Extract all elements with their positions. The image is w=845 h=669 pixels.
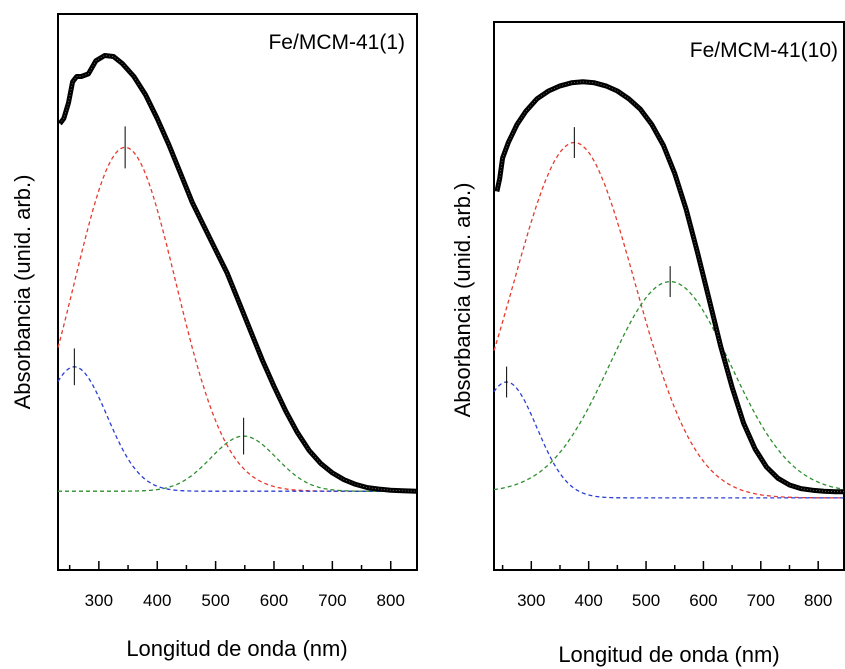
x-axis-label: Longitud de onda (nm) [558, 642, 779, 667]
panel-fe-mcm41-1: 300 400 500 600 700 800 Fe/MCM-41(1) Longitud… [10, 13, 418, 661]
x-tick-label: 600 [260, 591, 288, 610]
panel-fe-mcm41-10: 300 400 500 600 700 800 Fe/MCM-41(10) Longitu… [450, 21, 845, 667]
x-tick-label: 800 [377, 591, 405, 610]
x-tick-label: 300 [85, 591, 113, 610]
y-axis-label: Absorbancia (unid. arb.) [450, 183, 475, 418]
experimental-spectrum-texture [496, 81, 844, 493]
x-axis-ticks: 300 400 500 600 700 800 [68, 561, 405, 610]
experimental-spectrum [57, 53, 418, 494]
x-tick-label: 500 [201, 591, 229, 610]
component-curve [58, 435, 417, 492]
plot-marks [493, 79, 844, 499]
x-tick-label: 700 [318, 591, 346, 610]
plot-frame [57, 13, 418, 571]
x-tick-label: 400 [143, 591, 171, 610]
component-curve [57, 146, 417, 492]
plot-frame [493, 21, 845, 571]
component-curve [493, 280, 844, 491]
component-curve [57, 366, 417, 492]
experimental-spectrum-texture [59, 55, 418, 492]
x-tick-label: 300 [517, 591, 545, 610]
panel-title: Fe/MCM-41(1) [268, 31, 405, 54]
x-tick-label: 700 [747, 591, 775, 610]
component-curve [493, 141, 844, 499]
x-tick-label: 800 [804, 591, 832, 610]
x-axis-label: Longitud de onda (nm) [126, 636, 347, 661]
x-tick-label: 600 [689, 591, 717, 610]
x-tick-label: 400 [574, 591, 602, 610]
y-axis-label: Absorbancia (unid. arb.) [10, 175, 35, 410]
x-axis-ticks: 300 400 500 600 700 800 [501, 561, 832, 610]
x-tick-label: 500 [632, 591, 660, 610]
panel-title: Fe/MCM-41(10) [690, 39, 838, 62]
plot-marks [57, 53, 418, 494]
component-curve [493, 381, 844, 499]
